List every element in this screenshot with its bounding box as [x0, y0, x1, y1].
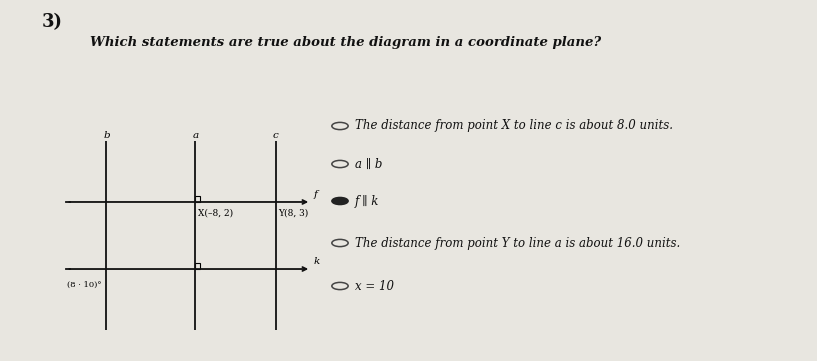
- Text: (8 · 10)°: (8 · 10)°: [67, 281, 101, 289]
- Text: Which statements are true about the diagram in a coordinate plane?: Which statements are true about the diag…: [90, 36, 601, 49]
- Text: b: b: [103, 131, 109, 140]
- Text: Y(8, 3): Y(8, 3): [278, 208, 309, 217]
- Text: 3): 3): [42, 13, 63, 31]
- Bar: [195, 263, 200, 269]
- Bar: [195, 196, 200, 202]
- Text: The distance from point X to line c is about 8.0 units.: The distance from point X to line c is a…: [355, 119, 673, 132]
- Text: a ∥ b: a ∥ b: [355, 157, 382, 170]
- Text: x = 10: x = 10: [355, 279, 394, 292]
- Text: c: c: [273, 131, 279, 140]
- Text: X(–8, 2): X(–8, 2): [198, 208, 233, 217]
- Text: f: f: [314, 190, 317, 199]
- Text: a: a: [192, 131, 199, 140]
- Text: f ∥ k: f ∥ k: [355, 195, 379, 208]
- Text: k: k: [314, 257, 319, 266]
- Text: The distance from point Y to line a is about 16.0 units.: The distance from point Y to line a is a…: [355, 236, 681, 249]
